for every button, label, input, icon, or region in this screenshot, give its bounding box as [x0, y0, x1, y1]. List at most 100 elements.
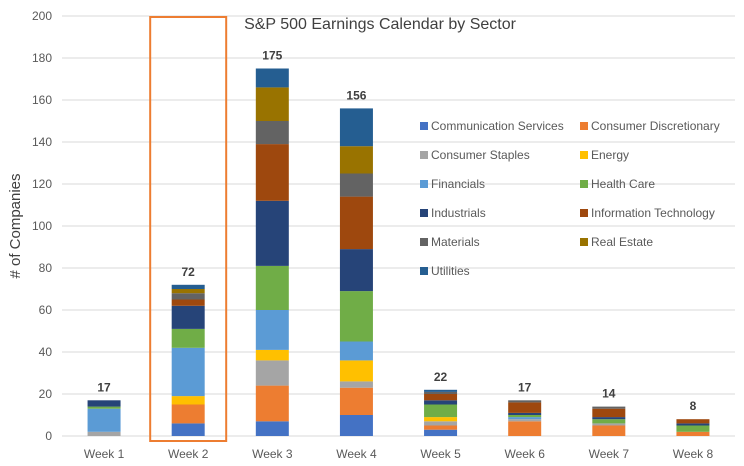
bar-segment-materials-week-7 [592, 406, 626, 409]
bar-segment-industrials-week-6 [508, 412, 542, 415]
legend-swatch-materials [420, 238, 428, 246]
bar-segment-health-care-week-6 [508, 415, 542, 418]
bar-segment-health-care-week-2 [171, 328, 205, 348]
bar-segment-industrials-week-2 [171, 305, 205, 329]
y-tick-label: 160 [32, 93, 52, 107]
total-label-week-8: 8 [690, 399, 697, 413]
bars [87, 68, 710, 436]
bar-segment-information-technology-week-2 [171, 299, 205, 306]
bar-segment-real-estate-week-2 [171, 289, 205, 294]
bar-segment-utilities-week-4 [339, 108, 373, 147]
total-label-week-3: 175 [262, 49, 282, 63]
y-tick-label: 80 [39, 261, 53, 275]
bar-segment-utilities-week-5 [424, 389, 458, 392]
legend-swatch-communication-services [420, 122, 428, 130]
x-axis-ticks: Week 1 Week 2 Week 3 Week 4 Week 5 Week 6 Week… [84, 447, 714, 461]
legend-label-financials: Financials [431, 177, 485, 191]
bar-segment-consumer-staples-week-5 [424, 421, 458, 426]
bar-segment-energy-week-4 [339, 360, 373, 382]
bar-segment-consumer-staples-week-1 [87, 431, 121, 436]
y-tick-label: 200 [32, 9, 52, 23]
x-tick-label: Week 7 [589, 447, 630, 461]
x-tick-label: Week 2 [168, 447, 209, 461]
bar-segment-information-technology-week-7 [592, 408, 626, 418]
total-label-week-4: 156 [346, 88, 366, 102]
bar-segment-consumer-staples-week-3 [255, 360, 289, 386]
legend-swatch-consumer-staples [420, 151, 428, 159]
legend-label-industrials: Industrials [431, 206, 486, 220]
bar-segment-industrials-week-8 [676, 423, 710, 426]
legend-swatch-information-technology [580, 209, 588, 217]
bar-segment-consumer-discretionary-week-5 [424, 425, 458, 430]
total-label-week-5: 22 [434, 370, 448, 384]
gridlines [62, 15, 735, 437]
bar-segment-health-care-week-8 [676, 425, 710, 432]
bar-segment-consumer-staples-week-6 [508, 419, 542, 422]
bar-segment-information-technology-week-3 [255, 144, 289, 201]
legend-label-communication-services: Communication Services [431, 119, 564, 133]
bar-segment-industrials-week-4 [339, 249, 373, 292]
legend-label-utilities: Utilities [431, 264, 470, 278]
bar-segment-materials-week-3 [255, 121, 289, 145]
bar-segment-financials-week-4 [339, 341, 373, 361]
bar-segment-health-care-week-1 [87, 406, 121, 409]
bar-segment-information-technology-week-8 [676, 419, 710, 424]
bar-segment-materials-week-2 [171, 293, 205, 300]
bar-segment-industrials-week-5 [424, 400, 458, 405]
y-tick-label: 40 [39, 345, 53, 359]
total-label-week-2: 72 [182, 265, 196, 279]
x-tick-label: Week 4 [336, 447, 377, 461]
bar-segment-consumer-staples-week-4 [339, 381, 373, 388]
bar-segment-consumer-discretionary-week-3 [255, 385, 289, 422]
y-tick-label: 120 [32, 177, 52, 191]
total-label-week-6: 17 [518, 380, 532, 394]
legend-label-energy: Energy [591, 148, 629, 162]
chart-title: S&P 500 Earnings Calendar by Sector [244, 16, 517, 33]
bar-segment-communication-services-week-4 [339, 415, 373, 436]
y-tick-label: 0 [45, 429, 52, 443]
bar-segment-financials-week-1 [87, 408, 121, 432]
x-tick-label: Week 8 [673, 447, 714, 461]
bar-segment-health-care-week-3 [255, 265, 289, 310]
bar-segment-communication-services-week-3 [255, 421, 289, 436]
y-axis-label: # of Companies [7, 173, 24, 278]
bar-segment-industrials-week-7 [592, 417, 626, 420]
bar-segment-information-technology-week-5 [424, 394, 458, 401]
y-tick-label: 140 [32, 135, 52, 149]
y-axis-ticks: 0 20 40 60 80 100 120 140 160 180 200 [32, 9, 52, 443]
legend-label-real-estate: Real Estate [591, 235, 653, 249]
bar-segment-communication-services-week-5 [424, 429, 458, 436]
bar-segment-energy-week-2 [171, 396, 205, 405]
bar-segment-information-technology-week-4 [339, 196, 373, 250]
legend-swatch-energy [580, 151, 588, 159]
bar-segment-health-care-week-4 [339, 291, 373, 342]
x-tick-label: Week 6 [504, 447, 545, 461]
bar-segment-consumer-discretionary-week-6 [508, 421, 542, 436]
bar-segment-materials-week-5 [424, 391, 458, 394]
y-tick-label: 180 [32, 51, 52, 65]
y-tick-label: 20 [39, 387, 53, 401]
bar-segment-health-care-week-5 [424, 404, 458, 418]
bar-segment-health-care-week-7 [592, 419, 626, 424]
legend-label-health-care: Health Care [591, 177, 655, 191]
bar-segment-utilities-week-2 [171, 284, 205, 289]
bar-segment-consumer-discretionary-week-8 [676, 431, 710, 436]
legend-label-consumer-discretionary: Consumer Discretionary [591, 119, 720, 133]
bar-segment-real-estate-week-4 [339, 146, 373, 174]
x-tick-label: Week 3 [252, 447, 293, 461]
bar-segment-energy-week-5 [424, 417, 458, 422]
y-tick-label: 60 [39, 303, 53, 317]
bar-segment-financials-week-3 [255, 310, 289, 350]
legend-swatch-utilities [420, 267, 428, 275]
legend-swatch-industrials [420, 209, 428, 217]
bar-segment-communication-services-week-2 [171, 423, 205, 436]
legend-label-materials: Materials [431, 235, 480, 249]
bar-segment-materials-week-4 [339, 173, 373, 197]
legend-label-consumer-staples: Consumer Staples [431, 148, 530, 162]
bar-segment-financials-week-6 [508, 417, 542, 420]
highlight-box [149, 16, 228, 442]
bar-segment-industrials-week-1 [87, 400, 121, 407]
x-tick-label: Week 1 [84, 447, 125, 461]
legend-swatch-consumer-discretionary [580, 122, 588, 130]
